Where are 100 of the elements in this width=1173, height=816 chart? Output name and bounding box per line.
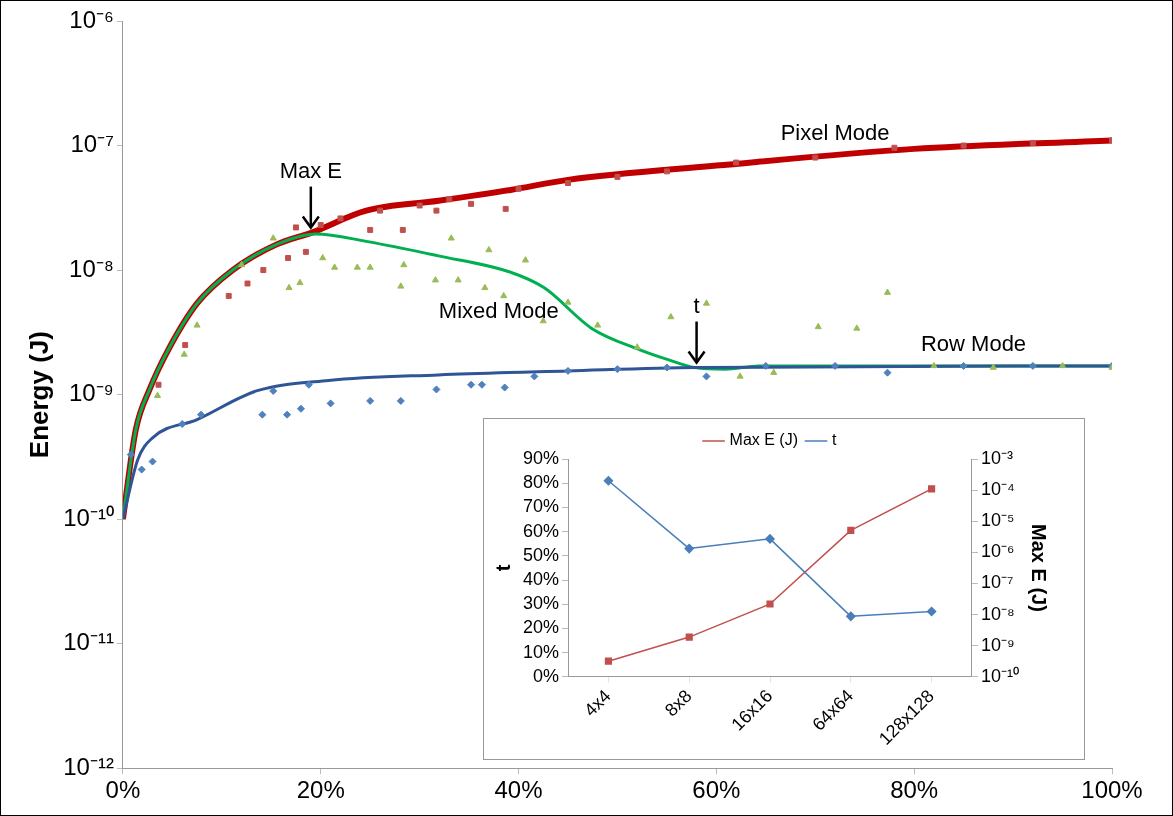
y2-tick-label: 10⁻⁹ (980, 634, 1015, 655)
point (883, 368, 892, 377)
point (197, 410, 206, 419)
point (285, 255, 292, 261)
point (137, 465, 146, 474)
point (446, 196, 453, 203)
point (663, 168, 670, 175)
y2-tick-label: 10⁻⁶ (980, 541, 1015, 562)
point (285, 283, 293, 291)
point (770, 368, 778, 375)
y2-tick-label: 10⁻⁸ (980, 603, 1015, 624)
point (883, 288, 891, 295)
legend-label: Max E (J) (729, 431, 799, 449)
point (891, 144, 898, 151)
point (765, 534, 775, 544)
x-tick-label: 60% (692, 776, 741, 804)
point (244, 280, 251, 287)
point (269, 234, 277, 241)
y2-tick-label: 10⁻¹⁰ (980, 665, 1019, 686)
point (296, 404, 305, 413)
point (485, 245, 493, 253)
point (477, 380, 486, 389)
point (304, 380, 313, 389)
point (1059, 361, 1067, 369)
point (400, 260, 408, 268)
point (238, 260, 246, 268)
point (319, 254, 327, 261)
point (667, 312, 675, 320)
point (326, 399, 335, 408)
y-tick-label: 10⁻¹⁰ (63, 503, 114, 531)
point (603, 476, 614, 486)
y2-tick-label: 10⁻⁷ (980, 572, 1014, 593)
point (1029, 139, 1036, 146)
y-tick-label: 60% (523, 520, 560, 541)
point (959, 361, 968, 370)
point (454, 276, 462, 283)
point (225, 292, 232, 299)
point (293, 224, 299, 231)
point (502, 205, 509, 212)
point (500, 291, 508, 299)
legend-label: t (832, 431, 837, 449)
point (432, 385, 441, 394)
point (847, 526, 855, 534)
point (337, 215, 344, 222)
point (930, 361, 938, 369)
point (467, 380, 476, 389)
point (269, 386, 278, 395)
point (614, 173, 621, 180)
point (331, 263, 339, 270)
y-tick-label: 10⁻¹¹ (63, 628, 114, 656)
point (431, 276, 439, 283)
x-tick-label: 40% (494, 776, 543, 804)
point (148, 457, 157, 466)
point (366, 396, 375, 405)
point (831, 361, 840, 370)
x-tick-label: 100% (1081, 776, 1143, 804)
point (814, 322, 822, 330)
point (180, 350, 188, 357)
point (702, 299, 710, 306)
point (126, 450, 135, 459)
series-label: Row Mode (920, 330, 1027, 356)
point (565, 180, 571, 186)
y-tick-label: 10⁻⁷ (70, 130, 114, 158)
x-tick-label: 8x8 (660, 685, 696, 721)
point (853, 324, 861, 331)
x-tick-label: 20% (296, 776, 345, 804)
point (182, 342, 189, 349)
point (515, 185, 522, 192)
point (155, 381, 162, 388)
y-tick-label: 90% (523, 447, 560, 468)
point (296, 278, 304, 286)
annotation: Max E (279, 157, 342, 183)
point (367, 226, 374, 233)
point (317, 222, 324, 228)
y-tick-label: 70% (523, 496, 560, 517)
point (302, 248, 309, 255)
point (736, 372, 744, 379)
point (926, 606, 937, 617)
point (604, 657, 612, 665)
y-tick-label: 40% (523, 569, 560, 590)
annotation: t (693, 292, 700, 318)
y-tick-label: 20% (523, 617, 560, 638)
point (193, 321, 201, 328)
point (684, 543, 694, 554)
point (416, 202, 423, 209)
y-axis-title: t (491, 564, 514, 572)
point (353, 263, 361, 270)
point (500, 383, 509, 392)
y-tick-label: 10⁻⁶ (69, 5, 114, 33)
point (397, 282, 405, 289)
point (399, 226, 406, 233)
point (521, 256, 529, 263)
y2-tick-label: 10⁻⁴ (980, 479, 1015, 500)
point (662, 363, 671, 372)
point (153, 391, 162, 398)
point (178, 420, 187, 429)
point (468, 200, 475, 207)
y2-axis-title: Max E (J) (1028, 524, 1051, 612)
point (613, 365, 622, 374)
point (989, 363, 997, 370)
